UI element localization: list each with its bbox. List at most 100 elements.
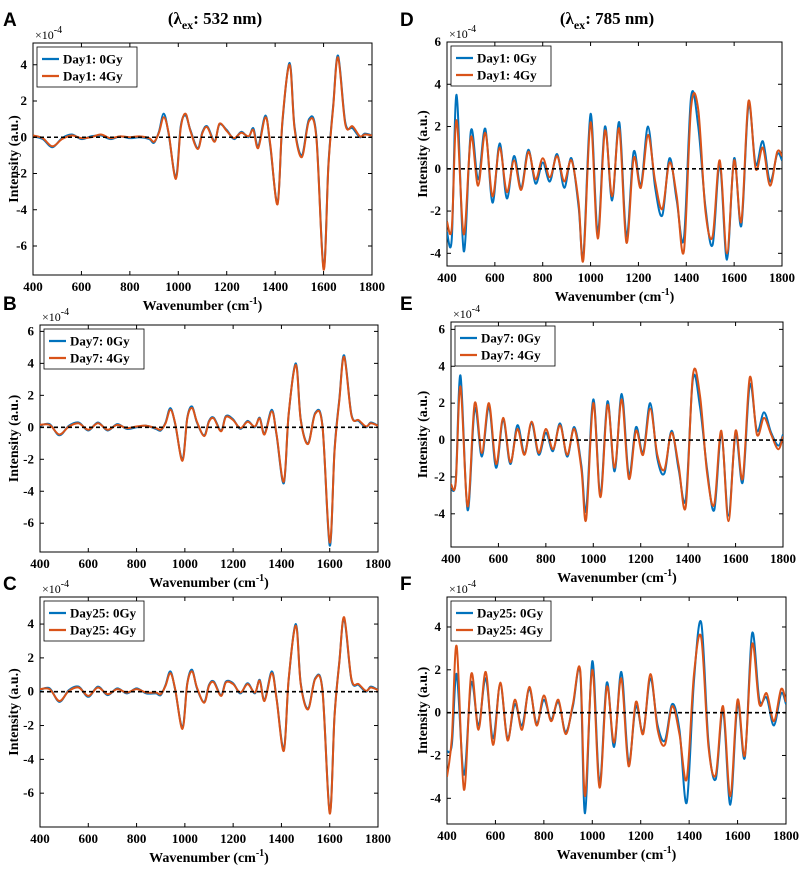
x-tick-label: 800 bbox=[120, 279, 140, 294]
y-tick-label: -4 bbox=[16, 202, 27, 217]
axis-exponent: ×10-4 bbox=[42, 579, 69, 596]
x-tick-label: 1000 bbox=[579, 828, 605, 843]
legend-entry: Day7: 4Gy bbox=[481, 348, 541, 363]
x-tick-label: 1600 bbox=[317, 556, 343, 571]
x-tick-label: 1600 bbox=[725, 828, 751, 843]
x-axis-label: Wavenumber (cm-1) bbox=[557, 845, 677, 863]
y-tick-label: -2 bbox=[23, 451, 34, 466]
x-tick-label: 1400 bbox=[262, 279, 288, 294]
y-axis-label: Intensity (a.u.) bbox=[416, 390, 431, 478]
series-line-4gy bbox=[33, 56, 372, 271]
x-tick-label: 400 bbox=[441, 551, 461, 566]
axes-frame bbox=[39, 596, 379, 828]
y-tick-label: 0 bbox=[28, 684, 35, 699]
x-tick-label: 400 bbox=[437, 828, 457, 843]
x-tick-label: 1800 bbox=[365, 831, 391, 846]
x-tick-label: 1600 bbox=[317, 831, 343, 846]
x-tick-label: 800 bbox=[536, 551, 556, 566]
x-tick-label: 1600 bbox=[723, 551, 749, 566]
series-line-4gy bbox=[447, 633, 786, 798]
x-tick-label: 1000 bbox=[172, 556, 198, 571]
x-tick-label: 1200 bbox=[220, 556, 246, 571]
legend: Day7: 0Gy Day7: 4Gy bbox=[43, 328, 145, 370]
panel-letter: A bbox=[3, 10, 17, 31]
x-tick-label: 600 bbox=[79, 831, 99, 846]
x-axis-label: Wavenumber (cm-1) bbox=[555, 287, 675, 305]
axes-frame bbox=[32, 42, 373, 276]
x-tick-label: 1800 bbox=[773, 828, 799, 843]
legend-entry: Day7: 4Gy bbox=[70, 351, 130, 366]
panel-e: E 400 600 800 1000 1200 1400 1600 1800 -4 -2 0 2 4 6 ×1… bbox=[400, 294, 796, 586]
y-tick-label: -4 bbox=[430, 790, 441, 805]
series-line-4gy bbox=[447, 92, 782, 263]
legend-entry: Day1: 0Gy bbox=[477, 51, 537, 66]
legend: Day1: 0Gy Day1: 4Gy bbox=[450, 45, 552, 87]
y-tick-label: -4 bbox=[23, 483, 34, 498]
x-tick-label: 1400 bbox=[268, 556, 294, 571]
y-tick-label: 4 bbox=[435, 619, 442, 634]
y-tick-label: 2 bbox=[21, 93, 28, 108]
x-tick-label: 600 bbox=[79, 556, 99, 571]
y-tick-label: -2 bbox=[430, 747, 441, 762]
y-tick-label: 0 bbox=[435, 705, 442, 720]
x-tick-label: 600 bbox=[486, 828, 506, 843]
x-axis-label: Wavenumber (cm-1) bbox=[557, 568, 677, 586]
x-tick-label: 1200 bbox=[214, 279, 240, 294]
y-tick-label: -2 bbox=[430, 203, 441, 218]
x-tick-label: 1200 bbox=[628, 828, 654, 843]
panel-c: C 400 600 800 1000 1200 1400 1600 1800 -6 -4 -2 0 2 4 ×… bbox=[3, 574, 391, 866]
panel-letter: E bbox=[400, 294, 413, 315]
axes-frame bbox=[446, 596, 787, 825]
legend: Day25: 0Gy Day25: 4Gy bbox=[450, 600, 552, 642]
x-tick-label: 1400 bbox=[673, 270, 699, 285]
y-tick-label: -2 bbox=[23, 718, 34, 733]
x-tick-label: 1600 bbox=[721, 270, 747, 285]
x-tick-label: 400 bbox=[23, 279, 43, 294]
x-axis-label: Wavenumber (cm-1) bbox=[149, 573, 269, 591]
axis-exponent: ×10-4 bbox=[449, 579, 476, 596]
x-axis-label: Wavenumber (cm-1) bbox=[143, 296, 263, 314]
legend-box bbox=[36, 46, 138, 88]
y-tick-label: 0 bbox=[435, 161, 442, 176]
axis-exponent: ×10-4 bbox=[42, 307, 69, 324]
x-tick-label: 1000 bbox=[580, 551, 606, 566]
y-axis-label: Intensity (a.u.) bbox=[7, 115, 22, 203]
legend-entry: Day25: 0Gy bbox=[477, 606, 544, 621]
series-line-4gy bbox=[40, 616, 378, 815]
x-tick-label: 800 bbox=[127, 556, 147, 571]
legend-entry: Day25: 4Gy bbox=[70, 623, 137, 638]
x-tick-label: 400 bbox=[437, 270, 457, 285]
y-tick-label: -2 bbox=[16, 166, 27, 181]
axis-exponent: ×10-4 bbox=[453, 304, 480, 321]
y-tick-label: -6 bbox=[23, 515, 34, 530]
panel-d: D 400 600 800 1000 1200 1400 1600 1800 -4 -2 0 2 4 6 ×1… bbox=[400, 10, 795, 305]
x-tick-label: 400 bbox=[30, 831, 50, 846]
y-tick-label: 2 bbox=[439, 395, 446, 410]
x-tick-label: 1000 bbox=[578, 270, 604, 285]
axis-exponent: ×10-4 bbox=[35, 25, 62, 42]
legend: Day25: 0Gy Day25: 4Gy bbox=[43, 600, 145, 642]
x-tick-label: 1800 bbox=[365, 556, 391, 571]
y-axis-label: Intensity (a.u.) bbox=[7, 394, 22, 482]
x-tick-label: 1200 bbox=[625, 270, 651, 285]
legend-entry: Day25: 4Gy bbox=[477, 623, 544, 638]
header-right: (λex: 785 nm) bbox=[560, 9, 654, 32]
legend-box bbox=[454, 325, 556, 367]
x-tick-label: 600 bbox=[485, 270, 505, 285]
legend-entry: Day1: 4Gy bbox=[63, 69, 123, 84]
y-tick-label: 4 bbox=[439, 358, 446, 373]
y-tick-label: 6 bbox=[28, 323, 35, 338]
y-tick-label: 0 bbox=[28, 419, 35, 434]
x-tick-label: 400 bbox=[30, 556, 50, 571]
x-tick-label: 1200 bbox=[220, 831, 246, 846]
x-tick-label: 1600 bbox=[311, 279, 337, 294]
legend: Day7: 0Gy Day7: 4Gy bbox=[454, 325, 556, 367]
y-tick-label: 4 bbox=[435, 76, 442, 91]
y-tick-label: 6 bbox=[435, 34, 442, 49]
x-tick-label: 800 bbox=[533, 270, 553, 285]
legend: Day1: 0Gy Day1: 4Gy bbox=[36, 46, 138, 88]
x-axis-label: Wavenumber (cm-1) bbox=[149, 848, 269, 866]
y-tick-label: 2 bbox=[28, 387, 35, 402]
